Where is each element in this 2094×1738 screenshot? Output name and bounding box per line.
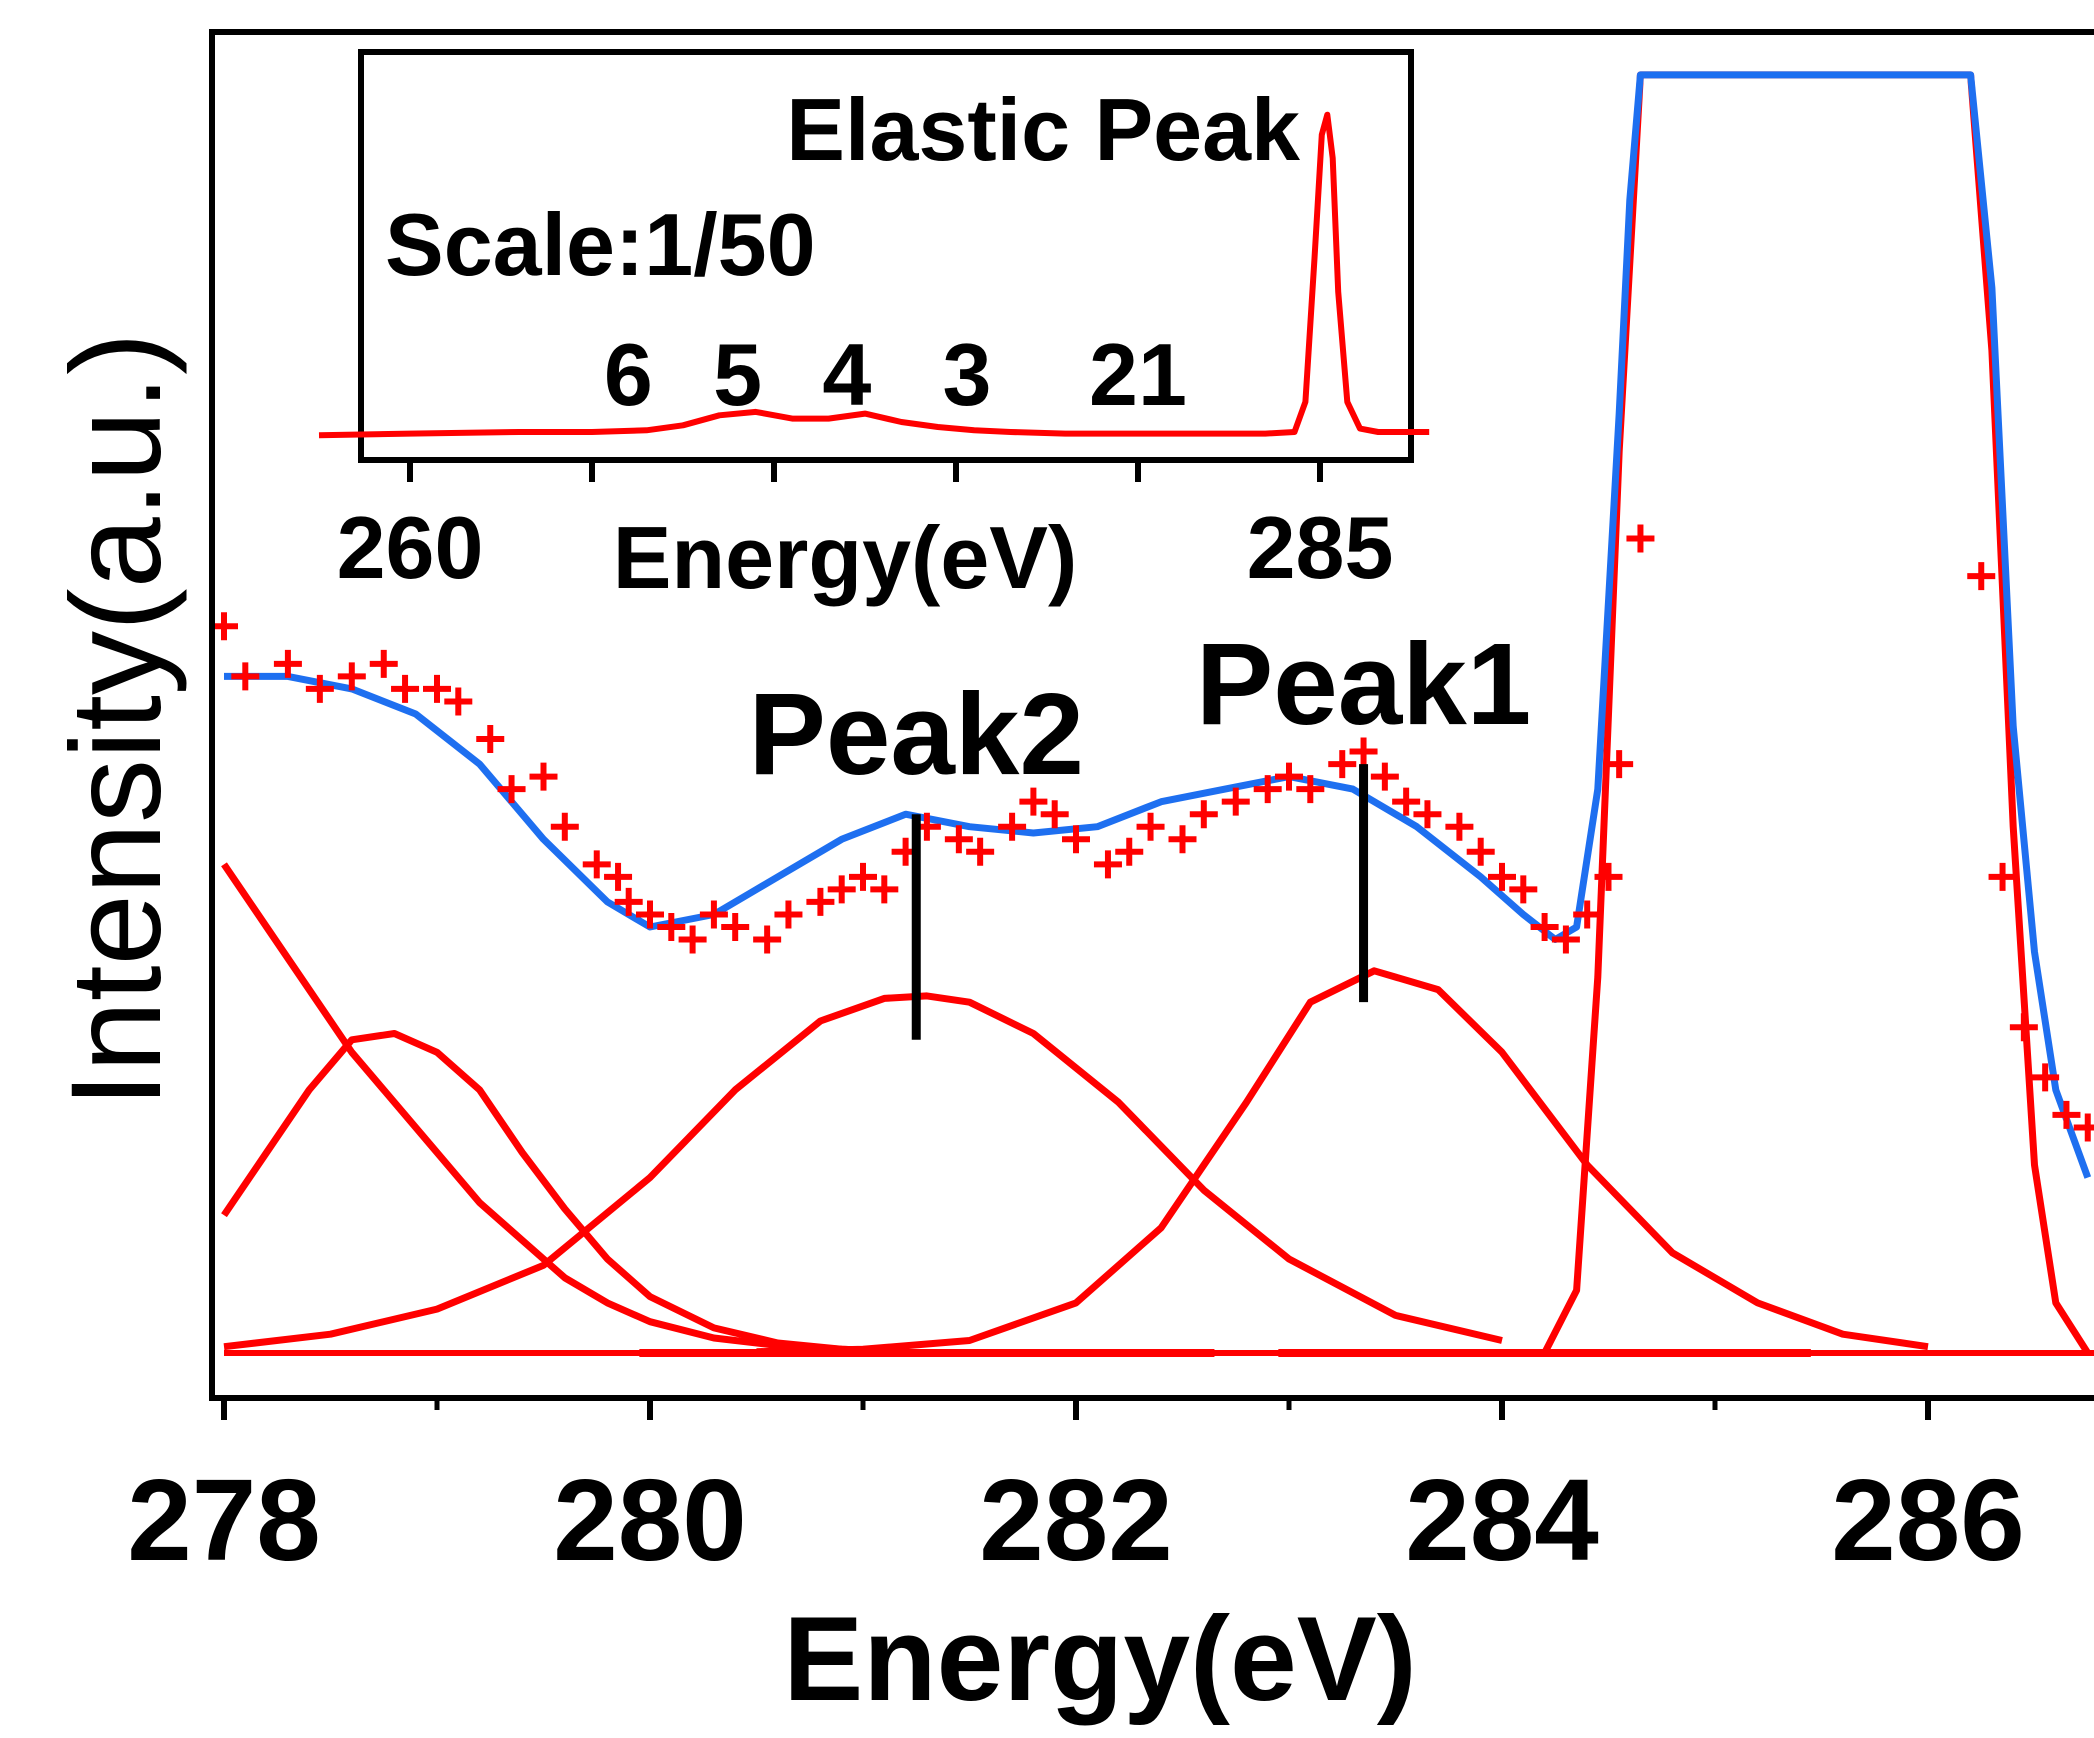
inset-subtitle: Scale:1/50 — [385, 195, 816, 294]
data-point — [1189, 800, 1218, 829]
inset-x-axis-ticks: 260 285 — [337, 460, 1394, 597]
data-point — [1136, 812, 1165, 841]
peak-label-1: Peak2 — [749, 669, 1084, 799]
data-point — [1626, 524, 1655, 553]
data-point — [849, 862, 877, 891]
inset-plot: 260 285 Elastic Peak Scale:1/50 Energy(eV… — [318, 49, 1430, 607]
x-tick-label-284: 284 — [1405, 1455, 1599, 1585]
data-point — [273, 649, 302, 678]
data-point — [1349, 737, 1378, 766]
data-point — [2052, 1100, 2081, 1129]
data-point — [1019, 787, 1048, 816]
inset-x-tick-label-260: 260 — [337, 498, 484, 597]
data-point — [231, 662, 260, 691]
data-point — [1967, 562, 1996, 591]
peak-annotations: Peak2 Peak1 — [749, 619, 1531, 1040]
data-point — [1093, 850, 1122, 879]
data-point — [1392, 787, 1421, 816]
data-point — [2073, 1113, 2094, 1142]
inset-peak-labels: 6 5 4 3 21 — [604, 325, 1187, 424]
x-axis-title: Energy(eV) — [783, 1592, 1417, 1726]
y-axis-title: Intensity(a.u.) — [45, 332, 188, 1107]
data-point — [604, 862, 633, 891]
data-point — [1509, 875, 1538, 904]
data-point — [369, 649, 398, 678]
inset-peak-label-6: 6 — [604, 325, 653, 424]
fit-component-3 — [223, 992, 1503, 1351]
data-point — [1370, 762, 1399, 791]
data-point — [1488, 862, 1516, 891]
data-point — [1328, 750, 1357, 779]
data-point — [1466, 837, 1495, 866]
x-tick-label-280: 280 — [553, 1455, 747, 1585]
data-point — [721, 912, 750, 941]
data-point — [699, 900, 728, 929]
data-point — [998, 812, 1027, 841]
data-point — [582, 850, 611, 879]
data-point — [1253, 775, 1282, 804]
data-point — [1530, 912, 1559, 941]
data-point — [1115, 837, 1144, 866]
inset-peak-label-3: 3 — [942, 325, 991, 424]
data-point — [1573, 900, 1602, 929]
data-point — [614, 887, 643, 916]
data-point — [2009, 1013, 2038, 1042]
data-point — [391, 674, 420, 703]
data-point — [1594, 862, 1623, 891]
inset-peak-label-5: 5 — [713, 325, 762, 424]
inset-plot-layers — [318, 111, 1430, 439]
fit-component-4 — [756, 967, 1929, 1356]
data-point — [678, 925, 707, 954]
data-point — [944, 825, 973, 854]
data-point — [753, 925, 782, 954]
main-plot: 278 280 282 284 286 Energy(eV) Intensity(a.u… — [45, 29, 2094, 1726]
data-point — [636, 900, 664, 929]
inset-x-tick-label-285: 285 — [1247, 498, 1394, 597]
data-point — [827, 875, 856, 904]
main-plot-layers — [215, 71, 2094, 1357]
data-point — [806, 887, 835, 916]
data-point — [2031, 1063, 2060, 1092]
data-point — [1988, 862, 2017, 891]
data-point — [1275, 762, 1303, 791]
data-point — [215, 612, 238, 641]
data-point — [476, 725, 505, 754]
inset-peak-label-4: 4 — [822, 325, 871, 424]
data-point — [1221, 787, 1250, 816]
data-point — [1413, 800, 1442, 829]
x-tick-label-286: 286 — [1831, 1455, 2025, 1585]
fit-envelope-line — [224, 71, 2092, 1179]
data-point — [305, 674, 334, 703]
fit-component-1 — [221, 862, 906, 1356]
inset-spectrum-line — [318, 111, 1430, 439]
data-point — [444, 687, 473, 716]
data-point — [337, 662, 366, 691]
main-plot-frame — [209, 29, 2094, 1401]
peak-label-2: Peak1 — [1196, 619, 1531, 749]
data-point — [1040, 800, 1069, 829]
x-tick-label-278: 278 — [127, 1455, 321, 1585]
data-point — [1062, 825, 1090, 854]
data-point — [1445, 812, 1474, 841]
data-point — [529, 762, 558, 791]
data-point — [1551, 925, 1580, 954]
data-point — [1296, 775, 1325, 804]
data-point — [966, 837, 995, 866]
data-point — [870, 875, 899, 904]
data-point — [774, 900, 803, 929]
main-x-axis-ticks: 278 280 282 284 286 — [127, 1398, 2025, 1585]
data-point — [1168, 825, 1197, 854]
inset-peak-label-21: 21 — [1089, 325, 1187, 424]
inset-plot-frame — [358, 49, 1414, 463]
fit-component-2 — [221, 1030, 906, 1356]
inset-title: Elastic Peak — [786, 80, 1301, 179]
x-tick-label-282: 282 — [979, 1455, 1173, 1585]
data-point — [657, 912, 686, 941]
data-point — [497, 775, 526, 804]
data-point — [1605, 750, 1634, 779]
data-point — [550, 812, 579, 841]
data-point — [423, 674, 451, 703]
inset-x-axis-title: Energy(eV) — [613, 508, 1078, 607]
